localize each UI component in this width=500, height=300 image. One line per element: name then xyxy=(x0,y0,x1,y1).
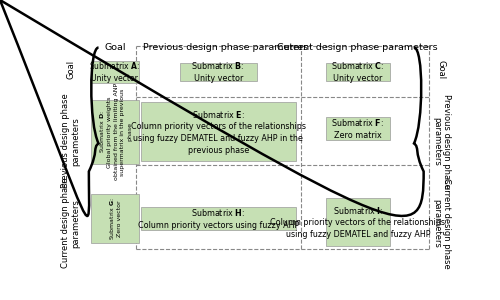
FancyBboxPatch shape xyxy=(90,61,139,83)
FancyBboxPatch shape xyxy=(141,102,296,161)
Text: Submatrix $\bf{C}$:
Unity vector: Submatrix $\bf{C}$: Unity vector xyxy=(331,60,384,83)
FancyBboxPatch shape xyxy=(90,100,139,164)
Text: Current design phase
parameters: Current design phase parameters xyxy=(62,178,80,268)
Text: Previous design phase
parameters: Previous design phase parameters xyxy=(62,94,80,188)
Text: Submatrix $\bf{H}$:
Column priority vectors using fuzzy AHP: Submatrix $\bf{H}$: Column priority vect… xyxy=(138,207,299,230)
FancyBboxPatch shape xyxy=(180,63,257,81)
Text: Submatrix $\bf{G}$:
Zero vector: Submatrix $\bf{G}$: Zero vector xyxy=(108,197,122,240)
Text: Submatrix $\bf{E}$:
Column priority vectors of the relationships
using fuzzy DEM: Submatrix $\bf{E}$: Column priority vect… xyxy=(131,109,306,155)
Text: Goal: Goal xyxy=(437,60,446,79)
FancyBboxPatch shape xyxy=(326,117,390,140)
Text: Goal: Goal xyxy=(104,43,126,52)
FancyBboxPatch shape xyxy=(326,63,390,81)
FancyBboxPatch shape xyxy=(326,198,390,246)
FancyBboxPatch shape xyxy=(141,207,296,230)
Text: Current design phase
parameters: Current design phase parameters xyxy=(432,178,451,268)
Text: Submatrix $\bf{A}$:
Unity vector: Submatrix $\bf{A}$: Unity vector xyxy=(89,60,141,83)
Text: Submatrix $\bf{F}$:
Zero matrix: Submatrix $\bf{F}$: Zero matrix xyxy=(332,117,384,140)
Text: Current design phase parameters: Current design phase parameters xyxy=(276,43,438,52)
Text: Submatrix $\bf{D}$:
Global priority weights
obtained from the limiting ANP
super: Submatrix $\bf{D}$: Global priority weig… xyxy=(98,83,132,180)
FancyBboxPatch shape xyxy=(90,194,139,243)
Text: Previous design phase
parameters: Previous design phase parameters xyxy=(432,94,451,188)
Text: Previous design phase parameters: Previous design phase parameters xyxy=(143,43,308,52)
Text: Submatrix $\bf{I}$:
Column priority vectors of the relationships
using fuzzy DEM: Submatrix $\bf{I}$: Column priority vect… xyxy=(270,205,446,239)
Text: Submatrix $\bf{B}$:
Unity vector: Submatrix $\bf{B}$: Unity vector xyxy=(192,60,245,83)
Text: Goal: Goal xyxy=(66,60,76,79)
